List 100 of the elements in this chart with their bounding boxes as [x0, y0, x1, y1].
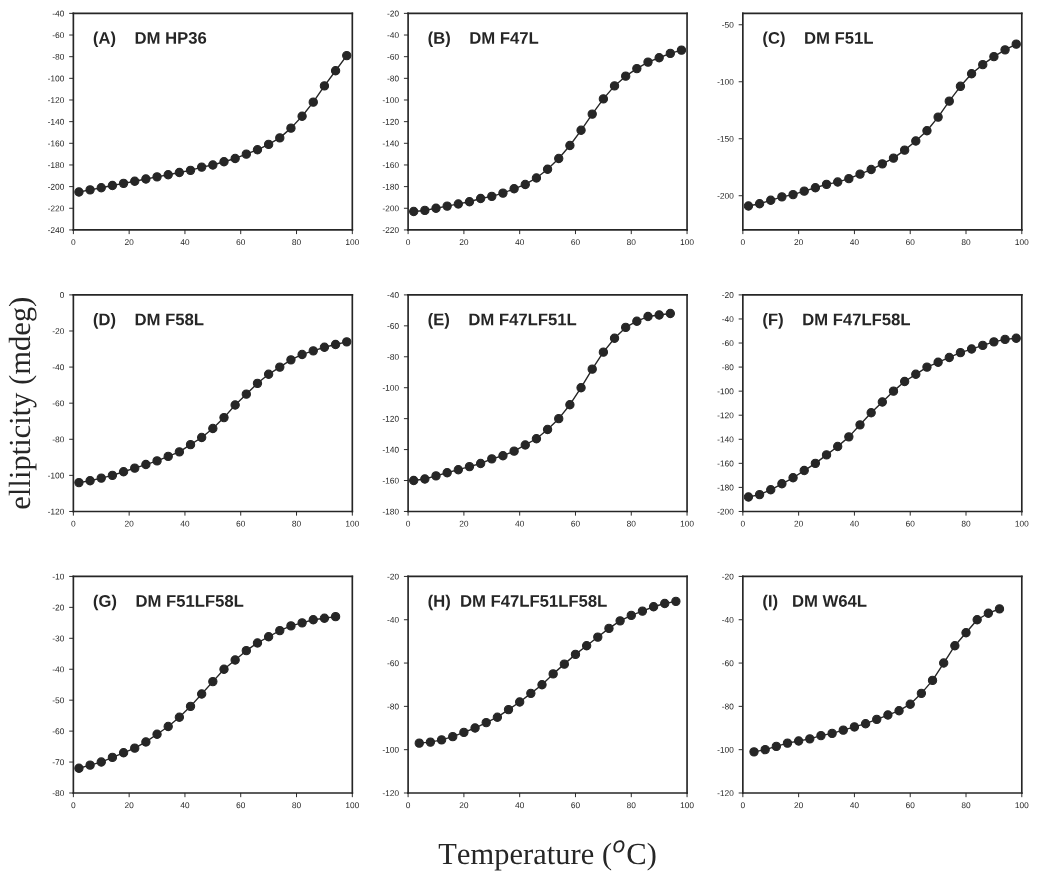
- point: [174, 712, 185, 722]
- point: [844, 173, 854, 184]
- point: [810, 458, 821, 469]
- y-tick-label: -20: [387, 10, 399, 17]
- x-tick-label: 80: [292, 802, 301, 809]
- y-tick-label: -120: [717, 790, 734, 797]
- x-tick-label: 100: [1015, 520, 1029, 527]
- point: [297, 349, 307, 360]
- text: (B) DM F47L: [428, 31, 539, 48]
- y-tick-label: -120: [382, 790, 399, 797]
- point: [749, 747, 759, 757]
- x-tick-label: 60: [906, 239, 915, 246]
- y-tick-label: -100: [382, 384, 399, 391]
- point: [944, 96, 954, 106]
- x-tick-label: 40: [849, 802, 859, 809]
- point: [922, 126, 932, 136]
- y-tick-label: -200: [382, 205, 399, 212]
- y-tick-label: -80: [387, 703, 399, 710]
- point: [252, 378, 263, 389]
- y-tick-label: -140: [717, 436, 734, 443]
- point: [330, 339, 341, 350]
- x-tick-label: 0: [740, 239, 745, 246]
- x-tick-label: 80: [961, 520, 971, 527]
- point: [676, 45, 687, 55]
- point: [966, 344, 977, 354]
- x-tick-label: 0: [71, 239, 76, 246]
- point: [252, 638, 263, 648]
- point: [922, 362, 932, 372]
- y-tick-label: -180: [48, 162, 65, 169]
- x-tick-label: 100: [1015, 802, 1029, 809]
- point: [85, 760, 95, 770]
- text: (D) DM F58L: [93, 313, 204, 329]
- point: [754, 489, 765, 500]
- point: [163, 170, 173, 180]
- y-tick-label: -60: [52, 32, 65, 39]
- point: [565, 400, 575, 410]
- point: [275, 362, 285, 372]
- x-tick-label: 40: [515, 239, 524, 246]
- y-tick-label: -30: [52, 635, 65, 642]
- point: [263, 632, 274, 642]
- point: [442, 468, 452, 478]
- point: [263, 369, 274, 379]
- x-tick-label: 40: [849, 239, 859, 246]
- point: [436, 735, 447, 745]
- y-tick-label: -120: [717, 412, 734, 419]
- point: [872, 714, 882, 725]
- y-tick-label: -200: [717, 508, 734, 515]
- point: [185, 440, 196, 450]
- point: [888, 386, 899, 396]
- point: [621, 71, 631, 81]
- point: [866, 408, 876, 418]
- point: [838, 725, 848, 735]
- y-tick-label: -160: [382, 477, 399, 484]
- point: [989, 51, 999, 62]
- point: [598, 347, 609, 357]
- x-tick-label: 0: [740, 802, 745, 809]
- point: [604, 623, 614, 634]
- point: [771, 741, 782, 752]
- point: [498, 188, 508, 198]
- x-tick-label: 20: [794, 239, 803, 246]
- point: [955, 347, 966, 358]
- point: [816, 730, 826, 741]
- y-tick-label: -80: [722, 364, 734, 371]
- y-tick-label: -140: [48, 118, 65, 125]
- y-tick-label: -60: [52, 728, 65, 735]
- point: [464, 197, 475, 207]
- x-tick-label: 80: [626, 802, 636, 809]
- y-tick-label: -240: [48, 227, 65, 234]
- point: [520, 179, 530, 190]
- point: [230, 400, 240, 410]
- point: [275, 133, 285, 143]
- point: [330, 611, 341, 622]
- point: [414, 738, 424, 748]
- y-tick-label: -200: [717, 192, 734, 199]
- point: [760, 744, 770, 755]
- point: [643, 57, 653, 67]
- point: [308, 97, 318, 107]
- y-tick-label: -10: [52, 573, 65, 580]
- x-tick-label: 60: [906, 520, 915, 527]
- y-tick-label: -100: [382, 97, 399, 104]
- point: [503, 704, 514, 715]
- point: [1000, 334, 1010, 345]
- point: [96, 757, 106, 767]
- y-tick-label: -20: [387, 573, 399, 580]
- x-tick-label: 0: [406, 520, 411, 527]
- point: [927, 675, 938, 686]
- point: [899, 145, 910, 155]
- point: [777, 479, 787, 489]
- point: [576, 125, 586, 135]
- x-tick-label: 60: [571, 239, 580, 246]
- point: [542, 164, 553, 174]
- x-tick-label: 20: [124, 802, 134, 809]
- point: [648, 602, 659, 612]
- point: [944, 352, 954, 363]
- point: [933, 112, 943, 122]
- point: [319, 342, 330, 352]
- point: [409, 475, 419, 486]
- point: [978, 340, 988, 351]
- point: [431, 471, 441, 481]
- y-tick-label: -40: [387, 616, 399, 623]
